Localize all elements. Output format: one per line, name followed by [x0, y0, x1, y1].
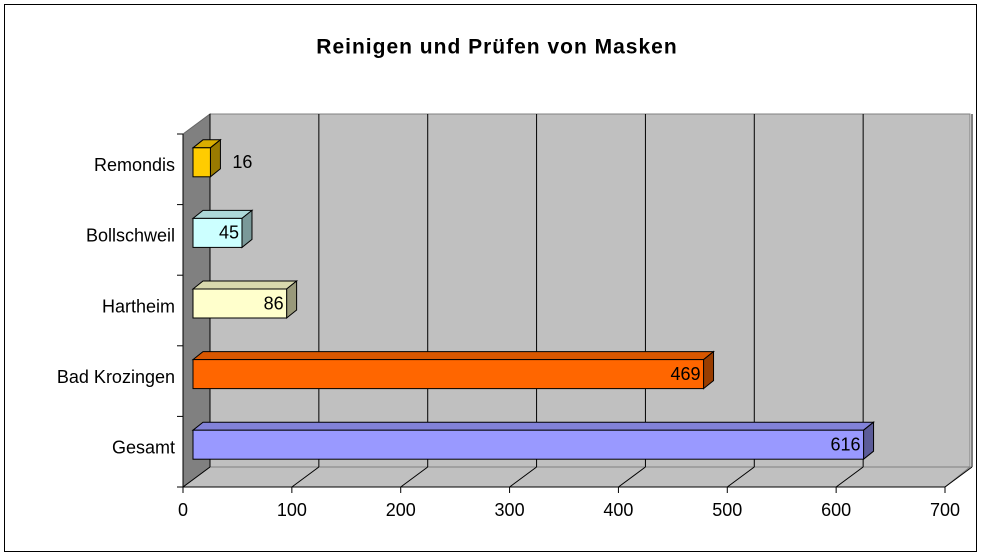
data-label: 469 — [670, 364, 700, 384]
data-label: 45 — [219, 223, 239, 243]
floor-grid-line — [835, 466, 864, 488]
bar-top — [191, 351, 715, 361]
x-tick-label: 400 — [603, 500, 633, 520]
x-tick-label: 300 — [495, 500, 525, 520]
chart-title: Reinigen und Prüfen von Masken — [316, 36, 677, 59]
y-tick-label: Bollschweil — [86, 226, 175, 246]
bar — [192, 429, 865, 460]
data-label: 86 — [264, 293, 284, 313]
y-tick-label: Bad Krozingen — [57, 367, 175, 387]
y-tick-label: Gesamt — [112, 437, 175, 457]
x-tick-label: 0 — [178, 500, 188, 520]
bar-top — [191, 421, 875, 431]
x-tick-label: 100 — [277, 500, 307, 520]
floor-grid-line — [618, 466, 646, 488]
floor-grid-line — [291, 466, 320, 488]
y-tick-label: Hartheim — [102, 296, 175, 316]
data-label: 16 — [232, 152, 252, 172]
bar — [192, 359, 705, 390]
floor-grid-line — [944, 466, 973, 488]
bar — [192, 288, 288, 319]
bar-top — [191, 280, 299, 290]
x-tick-label: 600 — [821, 500, 851, 520]
x-tick-label: 200 — [386, 500, 416, 520]
floor-grid-line — [400, 466, 429, 488]
x-tick-label: 700 — [930, 500, 960, 520]
floor-grid-line — [509, 466, 537, 488]
bar — [192, 147, 211, 178]
floor-grid-line — [182, 466, 211, 488]
bar — [192, 217, 243, 248]
data-label: 616 — [831, 434, 861, 454]
x-tick-label: 500 — [712, 500, 742, 520]
floor — [181, 466, 972, 488]
back-wall — [209, 113, 971, 468]
floor-grid-line — [726, 466, 755, 488]
y-tick-label: Remondis — [94, 155, 175, 175]
